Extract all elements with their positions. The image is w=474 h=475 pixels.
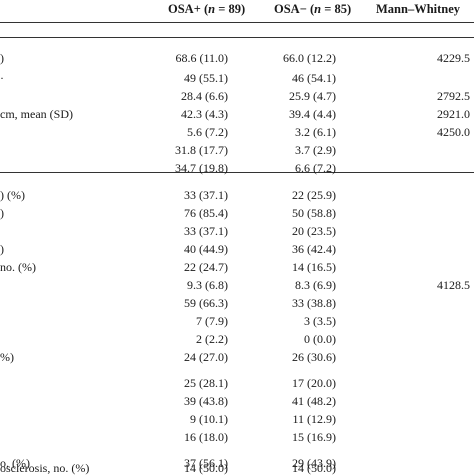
osa-positive-value: 2 (2.2) — [196, 332, 228, 346]
osa-positive-value: 31.8 (17.7) — [175, 143, 228, 157]
osa-negative-value: 26 (30.6) — [292, 350, 336, 364]
osa-negative-value: 33 (38.8) — [292, 296, 336, 310]
osa-positive-value: 39 (43.8) — [184, 394, 228, 408]
osa-negative-value: 39.4 (4.4) — [289, 107, 336, 121]
osa-positive-value: 7 (7.9) — [196, 314, 228, 328]
osa-positive-value: 33 (37.1) — [184, 224, 228, 238]
osa-negative-value: 41 (48.2) — [292, 394, 336, 408]
osa-positive-value: 25 (28.1) — [184, 376, 228, 390]
row-label: ) (%) — [0, 188, 25, 202]
osa-positive-value: 59 (66.3) — [184, 296, 228, 310]
mann-whitney-value: 2921.0 — [437, 107, 470, 121]
osa-positive-value: 22 (24.7) — [184, 260, 228, 274]
osa-negative-value: 22 (25.9) — [292, 188, 336, 202]
header-osa-positive: OSA+ (n = 89) — [168, 2, 246, 16]
osa-negative-value: 29 (43.9) — [292, 456, 336, 470]
osa-negative-value: 66.0 (12.2) — [283, 51, 336, 65]
osa-positive-value: 28.4 (6.6) — [181, 89, 228, 103]
osa-positive-value: 16 (18.0) — [184, 430, 228, 444]
osa-positive-value: 37 (56.1) — [184, 456, 228, 470]
osa-positive-value: 49 (55.1) — [184, 71, 228, 85]
osa-negative-value: 14 (16.5) — [292, 260, 336, 274]
osa-negative-value: 6.6 (7.2) — [295, 161, 336, 175]
osa-positive-value: 68.6 (11.0) — [175, 51, 228, 65]
header-mann-whitney: Mann–Whitney — [376, 2, 461, 16]
mann-whitney-value: 4250.0 — [437, 125, 470, 139]
osa-positive-value: 42.3 (4.3) — [181, 107, 228, 121]
osa-positive-value: 9.3 (6.8) — [187, 278, 228, 292]
header-osa-negative: OSA− (n = 85) — [274, 2, 352, 16]
row-label: cm, mean (SD) — [0, 107, 73, 121]
osa-negative-value: 11 (12.9) — [292, 412, 336, 426]
row-label: osclerosis, no. (%) — [0, 461, 90, 475]
osa-negative-value: 25.9 (4.7) — [289, 89, 336, 103]
row-label: ) — [0, 51, 4, 65]
mann-whitney-value: 2792.5 — [437, 89, 470, 103]
row-label: o. (%) — [0, 456, 30, 470]
header-rule — [0, 22, 474, 23]
osa-positive-value: 40 (44.9) — [184, 242, 228, 256]
header-bottom-rule — [0, 37, 474, 38]
row-label: · — [0, 71, 4, 85]
osa-positive-value: 14 (50.0) — [184, 461, 228, 475]
row-label: no. (%) — [0, 260, 36, 274]
osa-positive-value: 34.7 (19.8) — [175, 161, 228, 175]
row-label: %) — [0, 350, 14, 364]
osa-negative-value: 15 (16.9) — [292, 430, 336, 444]
mann-whitney-value: 4128.5 — [437, 278, 470, 292]
osa-negative-value: 3 (3.5) — [304, 314, 336, 328]
osa-negative-value: 8.3 (6.9) — [295, 278, 336, 292]
osa-negative-value: 14 (50.0) — [292, 461, 336, 475]
osa-negative-value: 17 (20.0) — [292, 376, 336, 390]
osa-negative-value: 3.7 (2.9) — [295, 143, 336, 157]
osa-negative-value: 0 (0.0) — [304, 332, 336, 346]
osa-positive-value: 33 (37.1) — [184, 188, 228, 202]
osa-positive-value: 76 (85.4) — [184, 206, 228, 220]
row-label: ) — [0, 206, 4, 220]
row-label: ) — [0, 242, 4, 256]
section-divider-rule — [0, 172, 474, 173]
osa-negative-value: 20 (23.5) — [292, 224, 336, 238]
osa-positive-value: 9 (10.1) — [190, 412, 228, 426]
mann-whitney-value: 4229.5 — [437, 51, 470, 65]
osa-negative-value: 46 (54.1) — [292, 71, 336, 85]
osa-positive-value: 5.6 (7.2) — [187, 125, 228, 139]
osa-negative-value: 50 (58.8) — [292, 206, 336, 220]
osa-positive-value: 24 (27.0) — [184, 350, 228, 364]
osa-negative-value: 36 (42.4) — [292, 242, 336, 256]
osa-negative-value: 3.2 (6.1) — [295, 125, 336, 139]
